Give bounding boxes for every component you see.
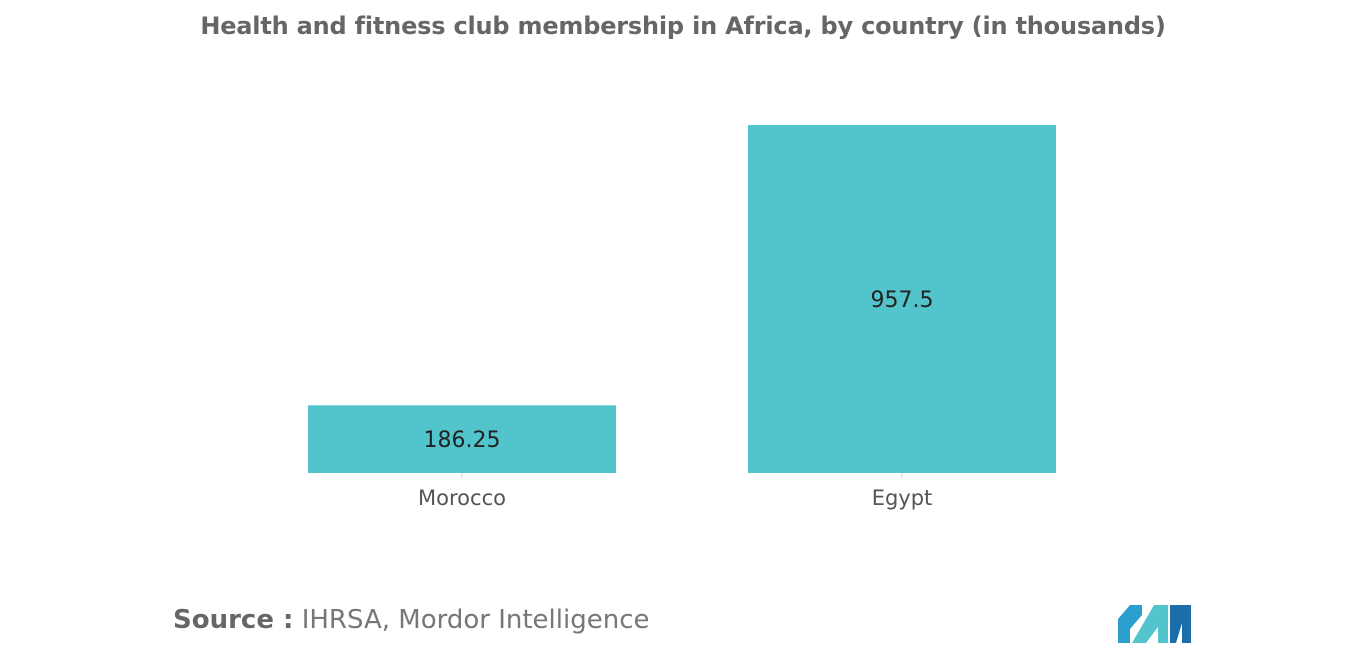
- mordor-intelligence-logo-icon: [1118, 605, 1191, 643]
- x-tick-label-morocco: Morocco: [418, 486, 506, 510]
- data-label-egypt: 957.5: [871, 288, 934, 313]
- logo-shape-3: [1170, 605, 1191, 643]
- logo-shape-1: [1118, 605, 1142, 643]
- data-label-morocco: 186.25: [424, 428, 501, 453]
- logo-shape-2: [1132, 605, 1168, 643]
- chart-title: Health and fitness club membership in Af…: [200, 12, 1166, 40]
- bar-egypt: [748, 125, 1056, 473]
- source-label: Source :: [173, 605, 294, 635]
- bar-morocco: [308, 405, 616, 473]
- bar-chart: 186.25 Morocco 957.5 Egypt: [308, 125, 1056, 510]
- x-tick-label-egypt: Egypt: [872, 486, 933, 510]
- source-text: IHRSA, Mordor Intelligence: [301, 605, 650, 635]
- source-note: Source : IHRSA, Mordor Intelligence: [173, 605, 650, 635]
